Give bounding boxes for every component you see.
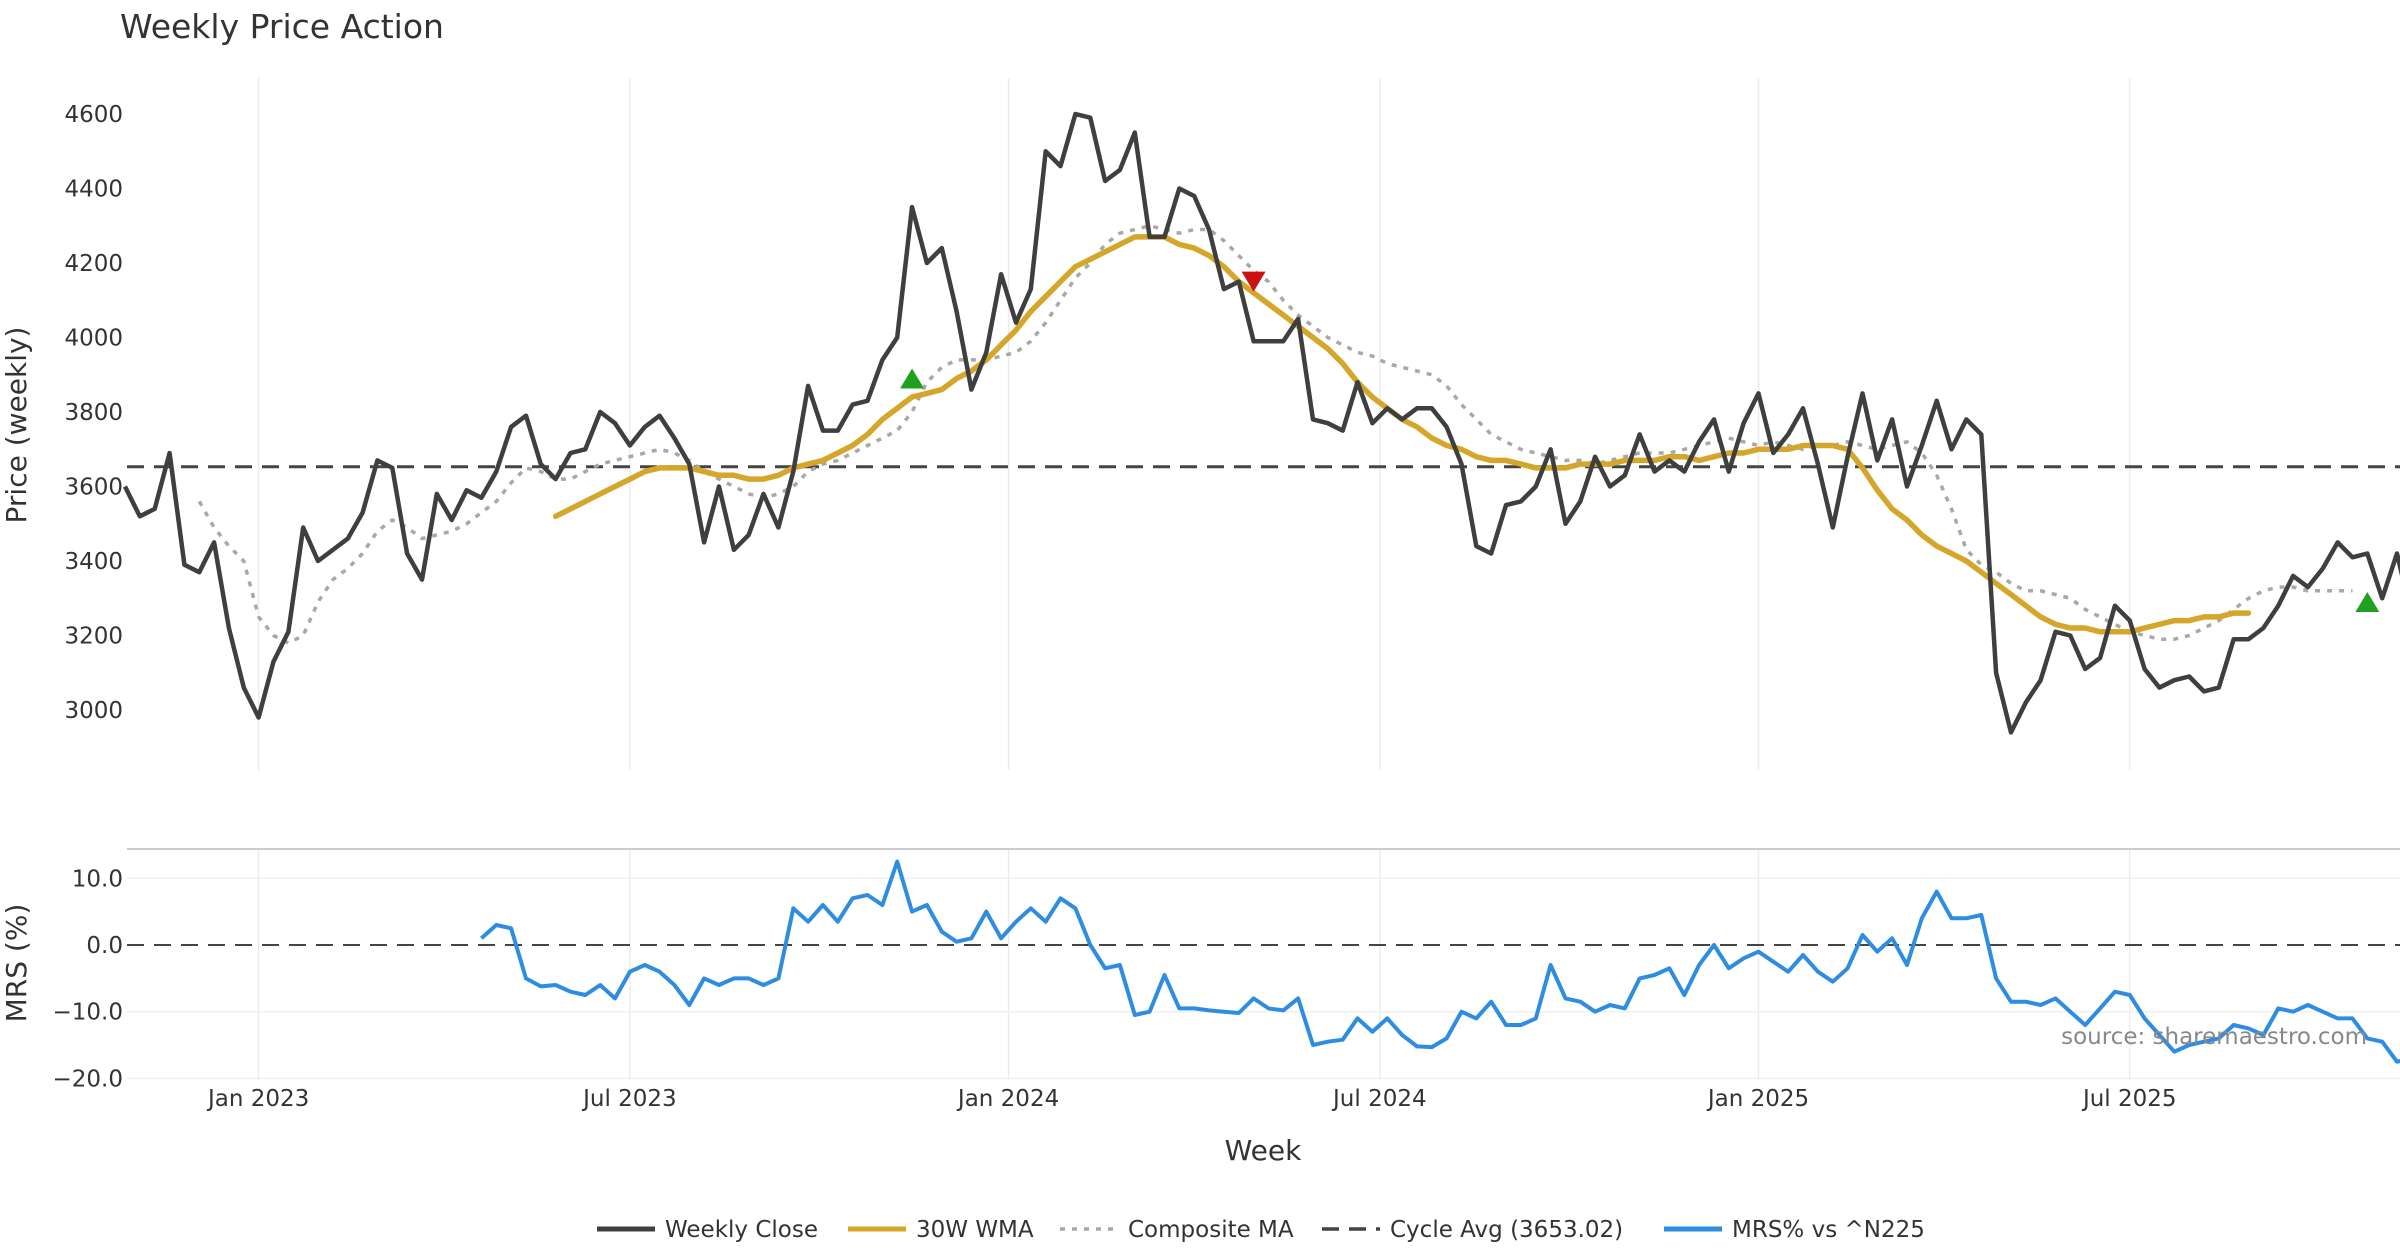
- price-y-tick-label: 3800: [64, 400, 123, 426]
- mrs-y-tick-label: 10.0: [72, 866, 123, 892]
- legend: Weekly Close 30W WMA Composite MA Cycle Avg…: [597, 1217, 1925, 1243]
- price-y-tick-label: 4600: [64, 102, 123, 128]
- legend-label: Cycle Avg (3653.02): [1390, 1217, 1623, 1243]
- price-y-tick-label: 4000: [64, 326, 123, 352]
- sell-signal-marker: [1241, 271, 1266, 292]
- x-tick-label: Jul 2025: [2081, 1086, 2177, 1112]
- x-tick-label: Jul 2024: [1331, 1086, 1427, 1112]
- wma-30w-line: [552, 234, 2252, 635]
- mrs-y-tick-label: 0.0: [86, 933, 123, 959]
- signal-markers: [900, 271, 2380, 612]
- weekly-close-line: [122, 111, 2400, 735]
- price-y-tick-label: 3400: [64, 549, 123, 575]
- x-tick-label: Jul 2023: [581, 1086, 677, 1112]
- price-y-axis-label: Price (weekly): [0, 327, 33, 524]
- price-y-tick-label: 3000: [64, 698, 123, 724]
- mrs-y-tick-label: −20.0: [53, 1066, 123, 1092]
- mrs-y-tick-label: −10.0: [53, 1000, 123, 1026]
- price-y-tick-label: 3600: [64, 475, 123, 501]
- composite-ma-line: [197, 224, 2353, 645]
- mrs-y-axis-label: MRS (%): [0, 904, 33, 1023]
- x-tick-label: Jan 2025: [1706, 1086, 1809, 1112]
- x-axis-label: Week: [1225, 1134, 1302, 1167]
- legend-label: 30W WMA: [916, 1217, 1034, 1243]
- price-y-tick-label: 4200: [64, 251, 123, 277]
- price-y-tick-label: 4400: [64, 177, 123, 203]
- x-tick-label: Jan 2024: [956, 1086, 1059, 1112]
- week-x-ticks: Jan 2023 Jul 2023 Jan 2024 Jul 2024 Jan 2025…: [206, 1086, 2177, 1112]
- legend-label: MRS% vs ^N225: [1732, 1217, 1925, 1243]
- mrs-y-ticks: −20.0 −10.0 0.0 10.0: [53, 866, 123, 1092]
- price-y-tick-label: 3200: [64, 624, 123, 650]
- source-note: source: sharemaestro.com: [2061, 1024, 2367, 1050]
- mrs-line: [480, 859, 2400, 1064]
- legend-label: Composite MA: [1128, 1217, 1294, 1243]
- price-panel-grid: [257, 78, 2131, 770]
- price-y-ticks: 3000 3200 3400 3600 3800 4000 4200 4400 4600: [64, 102, 123, 724]
- mrs-panel-grid: [127, 850, 2400, 1080]
- chart-title: Weekly Price Action: [120, 7, 444, 46]
- x-tick-label: Jan 2023: [206, 1086, 309, 1112]
- buy-signal-marker: [900, 368, 925, 389]
- buy-signal-marker: [2355, 591, 2380, 612]
- legend-label: Weekly Close: [665, 1217, 818, 1243]
